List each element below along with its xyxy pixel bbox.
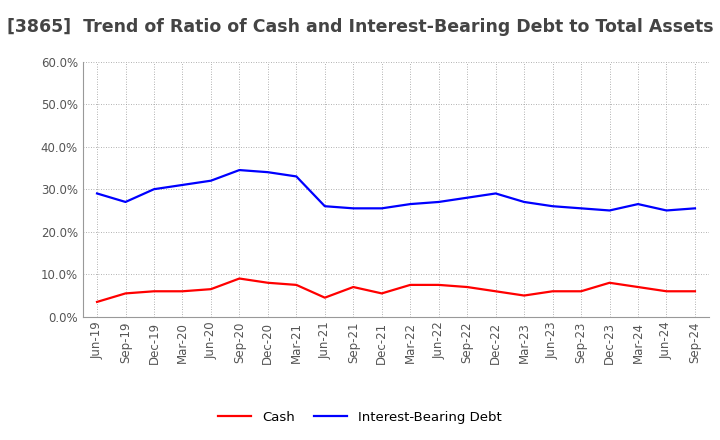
Cash xyxy=(520,293,528,298)
Cash xyxy=(178,289,186,294)
Legend: Cash, Interest-Bearing Debt: Cash, Interest-Bearing Debt xyxy=(213,405,507,429)
Interest-Bearing Debt xyxy=(406,202,415,207)
Interest-Bearing Debt xyxy=(349,205,358,211)
Interest-Bearing Debt xyxy=(150,187,158,192)
Interest-Bearing Debt xyxy=(121,199,130,205)
Line: Cash: Cash xyxy=(97,279,695,302)
Cash xyxy=(121,291,130,296)
Cash xyxy=(549,289,557,294)
Cash xyxy=(634,284,642,290)
Interest-Bearing Debt xyxy=(264,169,272,175)
Interest-Bearing Debt xyxy=(235,168,243,173)
Interest-Bearing Debt xyxy=(491,191,500,196)
Interest-Bearing Debt xyxy=(292,174,301,179)
Cash xyxy=(690,289,699,294)
Interest-Bearing Debt xyxy=(577,205,585,211)
Interest-Bearing Debt xyxy=(93,191,102,196)
Cash xyxy=(320,295,329,300)
Cash xyxy=(491,289,500,294)
Interest-Bearing Debt xyxy=(178,182,186,187)
Cash xyxy=(150,289,158,294)
Interest-Bearing Debt xyxy=(634,202,642,207)
Interest-Bearing Debt xyxy=(606,208,614,213)
Line: Interest-Bearing Debt: Interest-Bearing Debt xyxy=(97,170,695,210)
Cash xyxy=(292,282,301,288)
Interest-Bearing Debt xyxy=(549,204,557,209)
Cash xyxy=(235,276,243,281)
Cash xyxy=(577,289,585,294)
Cash xyxy=(406,282,415,288)
Interest-Bearing Debt xyxy=(520,199,528,205)
Interest-Bearing Debt xyxy=(320,204,329,209)
Cash xyxy=(434,282,443,288)
Interest-Bearing Debt xyxy=(463,195,472,200)
Interest-Bearing Debt xyxy=(662,208,671,213)
Interest-Bearing Debt xyxy=(377,205,386,211)
Cash xyxy=(606,280,614,286)
Interest-Bearing Debt xyxy=(690,205,699,211)
Cash xyxy=(93,299,102,304)
Cash xyxy=(463,284,472,290)
Cash xyxy=(349,284,358,290)
Interest-Bearing Debt xyxy=(207,178,215,183)
Cash xyxy=(662,289,671,294)
Cash xyxy=(207,286,215,292)
Cash xyxy=(264,280,272,286)
Text: [3865]  Trend of Ratio of Cash and Interest-Bearing Debt to Total Assets: [3865] Trend of Ratio of Cash and Intere… xyxy=(6,18,714,36)
Interest-Bearing Debt xyxy=(434,199,443,205)
Cash xyxy=(377,291,386,296)
